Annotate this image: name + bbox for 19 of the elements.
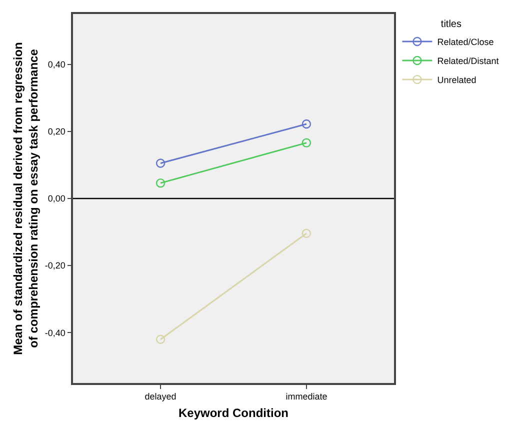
x-tick-label: immediate bbox=[286, 392, 328, 402]
point bbox=[302, 228, 312, 238]
legend-title: titles bbox=[440, 19, 462, 30]
point bbox=[156, 158, 166, 168]
legend-label: Related/Distant bbox=[437, 56, 500, 66]
point bbox=[156, 178, 166, 188]
point bbox=[156, 334, 166, 344]
legend-label: Unrelated bbox=[437, 75, 476, 86]
x-tick-label: delayed bbox=[144, 392, 176, 402]
point bbox=[302, 119, 312, 129]
x-axis-title: Keyword Condition bbox=[178, 406, 288, 420]
y-tick-label: 0,40 bbox=[48, 59, 66, 70]
y-tick-label: -0,20 bbox=[44, 260, 66, 271]
y-tick-label: 0,20 bbox=[48, 126, 66, 137]
y-tick-label: -0,40 bbox=[44, 328, 66, 338]
y-axis-title: Mean of standardized residual derived from regression of comprehension rating on essay task performance bbox=[11, 42, 41, 355]
y-tick-label: 0,00 bbox=[48, 194, 66, 204]
point bbox=[302, 138, 312, 148]
legend-label: Related/Close bbox=[437, 37, 494, 48]
